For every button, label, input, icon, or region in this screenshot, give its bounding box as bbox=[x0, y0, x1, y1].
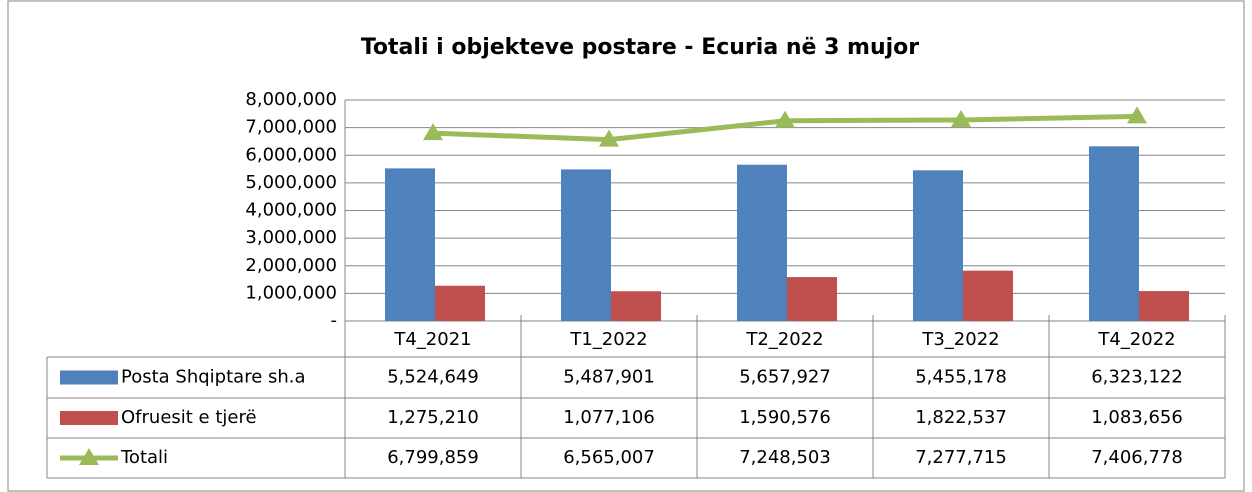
table-cell: 1,275,210 bbox=[387, 407, 479, 428]
table-cell: 1,822,537 bbox=[915, 407, 1007, 428]
table-cell: 7,406,778 bbox=[1091, 447, 1183, 468]
y-tick-label: - bbox=[331, 310, 338, 331]
legend-key bbox=[60, 370, 118, 385]
bar bbox=[385, 168, 435, 321]
x-tick-label: T4_2021 bbox=[393, 329, 471, 350]
table-cell: 7,248,503 bbox=[739, 447, 831, 468]
marker bbox=[1127, 106, 1147, 124]
table-cell: 6,799,859 bbox=[387, 447, 479, 468]
table-cell: 6,565,007 bbox=[563, 447, 655, 468]
x-tick-label: T1_2022 bbox=[569, 329, 647, 350]
x-tick-label: T4_2022 bbox=[1097, 329, 1175, 350]
legend-label: Totali bbox=[120, 447, 168, 468]
bar bbox=[913, 170, 963, 321]
x-tick-label: T3_2022 bbox=[921, 329, 999, 350]
y-tick-label: 3,000,000 bbox=[245, 227, 337, 248]
table-cell: 5,657,927 bbox=[739, 367, 831, 388]
table-cell: 1,590,576 bbox=[739, 407, 831, 428]
bar bbox=[1089, 146, 1139, 321]
table-cell: 5,455,178 bbox=[915, 367, 1007, 388]
bar bbox=[963, 270, 1013, 321]
y-tick-label: 4,000,000 bbox=[245, 200, 337, 221]
table-cell: 7,277,715 bbox=[915, 447, 1007, 468]
table-cell: 1,083,656 bbox=[1091, 407, 1183, 428]
y-tick-label: 6,000,000 bbox=[245, 144, 337, 165]
chart-border bbox=[7, 0, 1245, 492]
table-cell: 5,487,901 bbox=[563, 367, 655, 388]
legend-label: Ofruesit e tjerë bbox=[121, 407, 257, 428]
table-cell: 1,077,106 bbox=[563, 407, 655, 428]
bar bbox=[1139, 291, 1189, 321]
y-tick-label: 5,000,000 bbox=[245, 172, 337, 193]
bar bbox=[611, 291, 661, 321]
table-cell: 6,323,122 bbox=[1091, 367, 1183, 388]
x-tick-label: T2_2022 bbox=[745, 329, 823, 350]
marker bbox=[775, 110, 795, 128]
bar bbox=[737, 164, 787, 321]
marker bbox=[951, 109, 971, 127]
table-cell: 5,524,649 bbox=[387, 367, 479, 388]
legend-label: Posta Shqiptare sh.a bbox=[121, 367, 306, 388]
legend-key bbox=[60, 411, 118, 425]
bar bbox=[435, 285, 485, 321]
y-tick-label: 8,000,000 bbox=[245, 89, 337, 110]
legend-key bbox=[79, 448, 99, 465]
bar bbox=[787, 277, 837, 321]
chart-title: Totali i objekteve postare - Ecuria në 3… bbox=[361, 35, 919, 60]
y-tick-label: 2,000,000 bbox=[245, 255, 337, 276]
y-tick-label: 1,000,000 bbox=[245, 282, 337, 303]
y-tick-label: 7,000,000 bbox=[245, 117, 337, 138]
marker bbox=[423, 123, 443, 141]
marker bbox=[599, 129, 619, 147]
bar bbox=[561, 169, 611, 321]
